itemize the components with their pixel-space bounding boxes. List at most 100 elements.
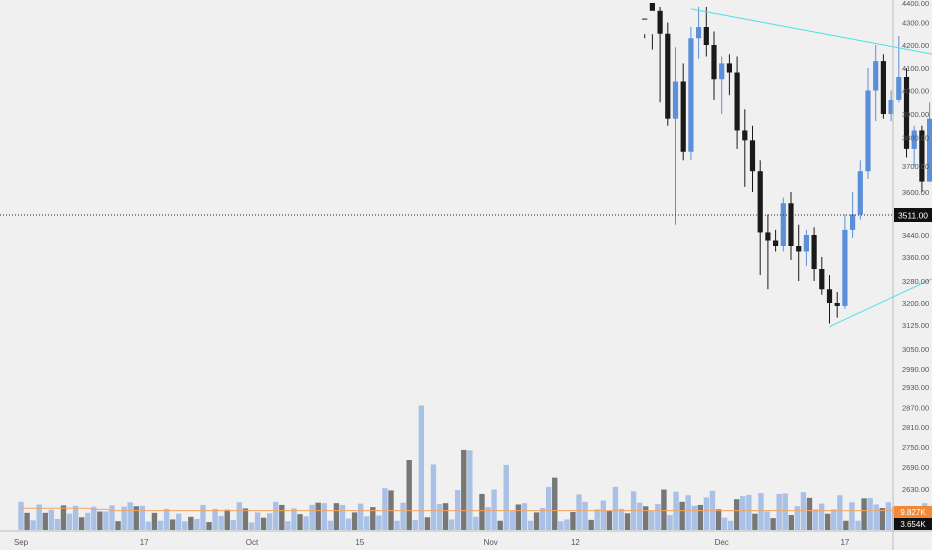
volume-bar — [115, 521, 121, 530]
volume-bar — [691, 505, 697, 530]
volume-bar — [42, 512, 48, 530]
volume-ma-label: 9.827K — [894, 506, 932, 518]
current-price-text: 3511.00 — [898, 211, 928, 221]
volume-bar — [812, 509, 819, 530]
volume-bar — [740, 496, 746, 530]
volume-bar — [479, 493, 485, 530]
volume-bar — [727, 520, 734, 530]
volume-bar — [667, 515, 673, 530]
volume-bar — [703, 497, 710, 530]
candle — [665, 22, 671, 126]
volume-bar — [321, 503, 327, 530]
volume-layer — [18, 405, 932, 530]
volume-bar — [545, 486, 552, 530]
volume-bar — [273, 501, 279, 530]
volume-bar — [303, 516, 309, 530]
volume-bar — [885, 502, 892, 530]
time-tick-label: Nov — [484, 538, 498, 547]
volume-bar — [24, 512, 30, 530]
candle — [911, 125, 917, 166]
volume-bar — [91, 506, 97, 530]
price-tick-label: 4100.00 — [902, 64, 929, 73]
volume-bar — [558, 521, 564, 530]
volume-bar — [376, 515, 382, 530]
candle — [788, 192, 794, 260]
volume-bar — [843, 520, 849, 530]
price-tick-label: 3600.00 — [902, 188, 929, 197]
volume-bar — [436, 504, 443, 530]
volume-bar — [139, 505, 146, 530]
price-tick-label: 2630.00 — [902, 485, 929, 494]
time-axis[interactable]: Sep17Oct15Nov12Dec17201914Feb11Ma — [14, 538, 932, 547]
volume-bar — [109, 505, 115, 530]
volume-bar — [746, 494, 752, 530]
volume-bar — [418, 405, 425, 530]
volume-bar — [606, 511, 613, 530]
price-tick-label: 4400.00 — [902, 0, 929, 8]
candle — [719, 56, 725, 114]
time-tick-label: 17 — [140, 538, 149, 547]
volume-bar — [582, 501, 588, 530]
volume-bar — [430, 464, 437, 530]
trendline-lower[interactable] — [829, 119, 932, 328]
volume-bar — [370, 507, 376, 530]
trendline-upper[interactable] — [690, 8, 932, 119]
volume-bar — [855, 520, 861, 530]
candle — [742, 109, 748, 187]
price-tick-label: 3700.00 — [902, 162, 929, 171]
volume-bar — [291, 508, 297, 530]
volume-bar — [594, 509, 600, 530]
volume-bar — [382, 488, 388, 530]
volume-bar — [734, 499, 740, 530]
volume-bar — [649, 511, 655, 530]
candle — [773, 229, 779, 252]
volume-bar — [806, 497, 813, 530]
volume-bar — [163, 508, 170, 530]
candle — [749, 125, 756, 192]
volume-bar — [85, 512, 91, 530]
price-tick-label: 3800.00 — [902, 134, 929, 143]
volume-bar — [333, 503, 340, 530]
volume-bar — [345, 518, 352, 530]
volume-bar — [406, 460, 412, 530]
candle — [903, 68, 910, 158]
volume-bar — [509, 511, 515, 530]
volume-bar — [576, 494, 582, 530]
candle — [696, 6, 702, 59]
volume-bar — [188, 516, 194, 530]
volume-bar — [818, 503, 825, 530]
volume-bar — [679, 501, 685, 530]
price-tick-label: 2990.00 — [902, 365, 929, 374]
volume-bar — [212, 508, 218, 530]
volume-bar — [60, 505, 67, 530]
time-tick-label: Dec — [715, 538, 729, 547]
volume-bar — [230, 519, 236, 530]
volume-bar — [655, 504, 661, 530]
candle — [780, 197, 786, 252]
volume-bar — [175, 513, 182, 530]
volume-bar — [661, 489, 667, 530]
time-tick-label: 15 — [355, 538, 364, 547]
volume-bar — [54, 519, 61, 530]
price-tick-label: 4200.00 — [902, 41, 929, 50]
volume-bar — [18, 501, 24, 530]
volume-bar — [873, 504, 879, 530]
volume-bar — [618, 508, 625, 530]
candle — [796, 224, 802, 281]
volume-bar — [448, 519, 455, 530]
volume-bar — [697, 504, 704, 530]
volume-bar — [72, 505, 79, 530]
volume-bar — [849, 502, 855, 530]
volume-bar — [861, 498, 867, 530]
volume-bar — [357, 503, 364, 530]
volume-bar — [467, 450, 473, 530]
candle — [857, 160, 863, 220]
volume-bar — [48, 509, 55, 530]
volume-bar — [455, 489, 461, 530]
volume-bar — [837, 495, 843, 530]
volume-bar — [327, 520, 334, 530]
volume-bar — [285, 521, 291, 530]
volume-text: 3.654K — [900, 520, 926, 529]
